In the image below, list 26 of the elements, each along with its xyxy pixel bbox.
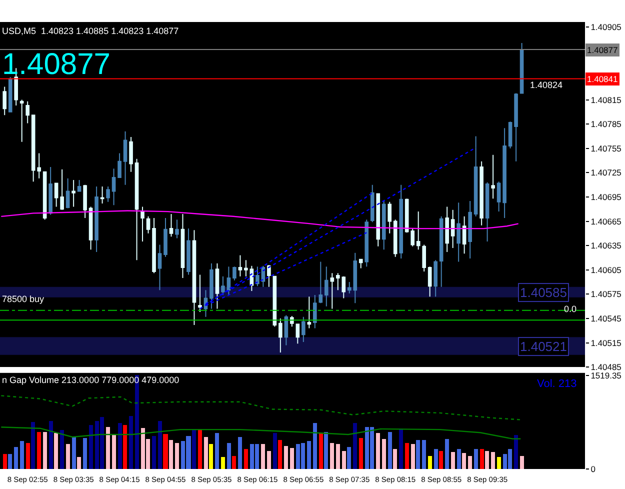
chart-title: n Gap Volume 213.0000 779.0000 479.0000 bbox=[2, 375, 180, 385]
annotation: Vol. 213 bbox=[537, 378, 577, 390]
y-tick-label: 1.40605 bbox=[590, 264, 622, 275]
y-tick-label: 1.40905 bbox=[590, 22, 622, 32]
y-tick-label: 1.40485 bbox=[590, 362, 622, 372]
y-tick-label: 1519.35 bbox=[590, 370, 622, 380]
y-tick-label: 1.40515 bbox=[590, 338, 622, 348]
band-label: 1.40521 bbox=[520, 339, 567, 354]
y-tick-label: 1.40815 bbox=[590, 94, 622, 105]
chart-title: USD,M5 1.40823 1.40885 1.40823 1.40877 bbox=[2, 26, 179, 36]
y-tick-label: 1.40575 bbox=[590, 289, 622, 300]
annotation: 78500 buy bbox=[2, 294, 45, 304]
y-tick-label: 1.40695 bbox=[590, 192, 622, 202]
y-tick-label: 0 bbox=[590, 464, 596, 474]
y-tick-label: 1.40725 bbox=[590, 168, 622, 178]
text: 1.40877 bbox=[587, 45, 618, 55]
annotation: 0.0 bbox=[564, 304, 577, 314]
y-tick-label: 1.40665 bbox=[590, 216, 622, 226]
band-label: 1.40585 bbox=[520, 285, 567, 300]
y-tick-label: 1.40635 bbox=[590, 240, 622, 251]
y-tick-label: 1.40755 bbox=[590, 143, 622, 154]
ref-line-label: 1.40841 bbox=[587, 74, 618, 84]
y-tick-label: 1.40785 bbox=[590, 119, 622, 130]
annotation: 1.40824 bbox=[530, 80, 563, 90]
ref-line-label: 1.40877 bbox=[2, 48, 110, 81]
y-tick-label: 1.40545 bbox=[590, 313, 622, 324]
